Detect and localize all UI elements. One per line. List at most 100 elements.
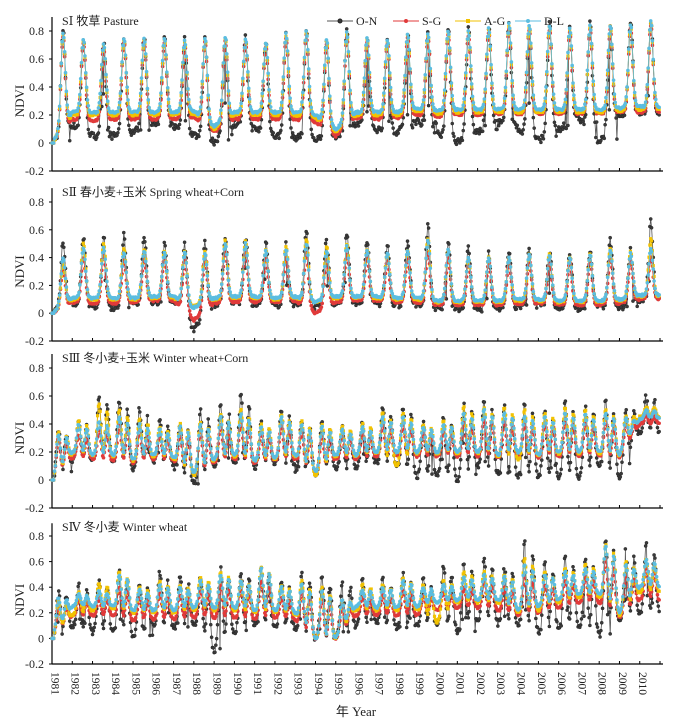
data-point-d-l	[565, 71, 569, 75]
data-point-d-l	[369, 98, 374, 103]
data-point-o-n	[194, 136, 199, 141]
data-point-o-n	[226, 138, 231, 142]
data-point-o-n	[192, 329, 196, 334]
data-point-o-n	[162, 240, 167, 245]
data-point-d-l	[262, 62, 266, 66]
data-point-o-n	[197, 128, 202, 133]
data-point-o-n	[352, 121, 357, 125]
data-point-d-l	[321, 98, 325, 103]
data-point-o-n	[622, 113, 627, 118]
data-point-d-l	[571, 81, 575, 85]
data-point-o-n	[387, 119, 391, 124]
data-point-d-l	[543, 96, 547, 100]
data-point-o-n	[67, 138, 72, 143]
data-point-d-l	[55, 132, 59, 136]
data-point-d-l	[646, 66, 650, 70]
data-point-d-l	[77, 101, 81, 106]
data-point-o-n	[564, 126, 569, 131]
data-point-d-l	[421, 98, 426, 102]
data-point-d-l	[66, 109, 70, 114]
data-point-d-l	[268, 99, 272, 103]
data-point-d-l	[207, 107, 211, 111]
data-point-d-l	[282, 56, 287, 60]
data-point-o-n	[532, 126, 536, 130]
data-point-d-l	[301, 75, 306, 79]
data-point-d-l	[97, 100, 102, 105]
data-point-o-n	[608, 235, 612, 240]
data-point-d-l	[648, 19, 653, 23]
data-point-d-l	[346, 49, 351, 54]
data-point-o-n	[300, 131, 304, 136]
data-point-d-l	[218, 116, 222, 121]
data-point-d-l	[220, 80, 225, 84]
data-point-d-l	[116, 106, 121, 110]
data-point-o-n	[345, 235, 350, 239]
data-point-d-l	[278, 109, 282, 114]
data-point-d-l	[503, 85, 508, 90]
data-point-d-l	[61, 31, 65, 36]
data-point-d-l	[465, 37, 470, 41]
data-point-o-n	[182, 34, 187, 39]
data-point-d-l	[468, 45, 472, 50]
data-point-o-n	[462, 122, 466, 126]
data-point-o-n	[481, 118, 486, 123]
data-point-d-l	[117, 100, 122, 105]
data-point-o-n	[86, 127, 91, 132]
data-point-o-n	[137, 121, 141, 126]
data-point-o-n	[121, 243, 125, 247]
data-point-d-l	[366, 53, 371, 58]
data-point-o-n	[635, 304, 640, 309]
data-point-o-n	[625, 304, 629, 309]
data-point-o-n	[94, 135, 99, 140]
data-point-d-l	[143, 52, 148, 56]
data-point-d-l	[606, 48, 611, 53]
data-point-o-n	[258, 126, 263, 130]
data-point-d-l	[301, 90, 305, 95]
data-point-d-l	[184, 54, 189, 59]
data-point-d-l	[404, 55, 408, 60]
data-point-o-n	[91, 131, 96, 135]
data-point-d-l	[160, 58, 165, 63]
data-point-s-g	[83, 275, 88, 280]
data-point-o-n	[324, 237, 329, 242]
data-point-d-l	[285, 49, 290, 53]
data-point-o-n	[249, 121, 254, 126]
data-point-d-l	[308, 98, 313, 103]
data-point-o-n	[447, 242, 451, 246]
data-point-d-l	[589, 41, 594, 46]
data-point-d-l	[583, 102, 587, 107]
data-point-d-l	[603, 103, 607, 108]
data-point-d-l	[633, 98, 638, 103]
data-point-o-n	[507, 251, 512, 256]
data-point-d-l	[546, 31, 551, 36]
data-point-o-n	[515, 123, 520, 128]
data-point-o-n	[442, 124, 446, 128]
data-point-d-l	[299, 107, 303, 112]
data-point-o-n	[486, 249, 491, 253]
data-point-d-l	[425, 39, 429, 43]
data-point-d-l	[466, 29, 471, 33]
data-point-o-n	[422, 118, 427, 123]
data-point-d-l	[390, 104, 395, 108]
data-point-o-n	[527, 246, 531, 251]
data-point-d-l	[604, 95, 608, 100]
data-point-o-n	[518, 306, 523, 311]
data-point-o-n	[380, 126, 384, 131]
data-point-d-l	[552, 101, 557, 105]
data-point-d-l	[164, 52, 168, 57]
data-point-d-l	[78, 76, 83, 81]
data-point-o-n	[477, 131, 482, 136]
data-point-o-n	[230, 132, 234, 137]
data-point-d-l	[240, 91, 244, 96]
data-point-s-g	[508, 271, 513, 276]
data-point-d-l	[360, 100, 365, 104]
data-point-d-l	[403, 73, 407, 78]
y-tick-label: 0.2	[29, 108, 44, 122]
data-point-d-l	[266, 71, 270, 76]
data-point-o-n	[129, 133, 134, 138]
data-point-d-l	[484, 71, 488, 76]
data-point-d-l	[141, 43, 145, 47]
data-point-d-l	[57, 104, 62, 109]
data-point-o-n	[440, 307, 444, 312]
y-tick-label: 0.2	[29, 278, 44, 292]
